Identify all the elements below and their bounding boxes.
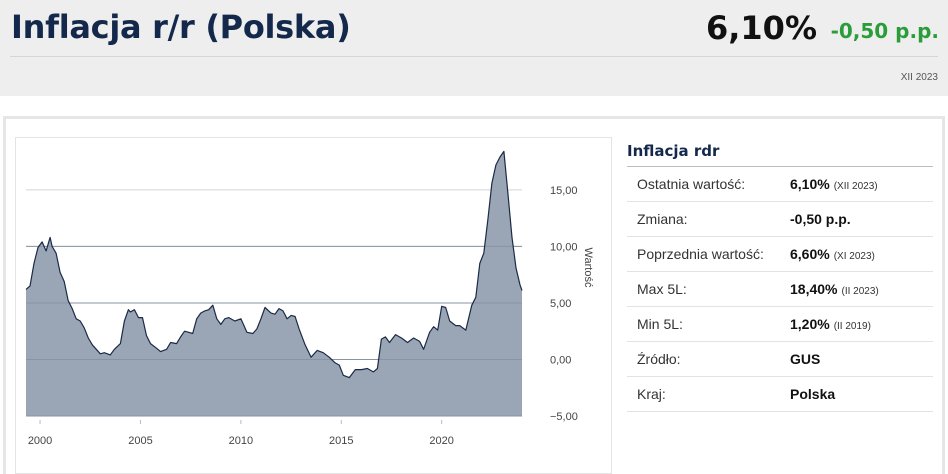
info-row-value: -0,50 p.p.: [790, 211, 855, 227]
y-tick-label: −5,00: [550, 411, 578, 423]
x-tick-label: 2010: [229, 435, 253, 447]
page-title: Inflacja r/r (Polska): [11, 8, 351, 46]
info-row: Poprzednia wartość: 6,60% (XI 2023): [627, 237, 933, 272]
info-row-value-text: 6,60%: [790, 246, 830, 262]
info-row-value-text: Polska: [790, 386, 836, 402]
y-tick-label: 15,00: [550, 185, 578, 197]
header-divider: [10, 56, 938, 57]
info-row-label: Max 5L:: [637, 281, 687, 297]
info-row-value-text: 18,40%: [790, 281, 838, 297]
value-date: XII 2023: [900, 72, 938, 83]
info-row-label: Ostatnia wartość:: [637, 176, 746, 192]
info-row-label: Poprzednia wartość:: [637, 246, 764, 262]
info-row-value: Polska: [790, 386, 839, 402]
info-row-label: Min 5L:: [637, 316, 683, 332]
info-rows: Ostatnia wartość: 6,10% (XII 2023) Zmiana: -…: [627, 167, 933, 412]
info-row-value: 18,40% (II 2023): [790, 281, 879, 297]
current-value: 6,10%: [705, 9, 817, 47]
info-row: Min 5L: 1,20% (II 2019): [627, 307, 933, 342]
info-row-value-text: 6,10%: [790, 176, 830, 192]
info-row: Źródło: GUS: [627, 342, 933, 377]
info-row: Max 5L: 18,40% (II 2023): [627, 272, 933, 307]
chart-frame: [15, 137, 612, 474]
info-row-label: Kraj:: [637, 386, 666, 402]
series-area: [26, 151, 522, 416]
y-tick-label: 10,00: [550, 241, 578, 253]
info-row-value-text: GUS: [790, 351, 821, 367]
info-row: Kraj: Polska: [627, 377, 933, 412]
x-tick-label: 2015: [329, 435, 353, 447]
info-row-date: (II 2023): [841, 286, 879, 297]
info-row-value: 6,60% (XI 2023): [790, 246, 875, 262]
info-row: Zmiana: -0,50 p.p.: [627, 202, 933, 237]
change-value: -0,50 p.p.: [830, 19, 939, 43]
info-title: Inflacja rdr: [627, 138, 933, 167]
info-row-label: Źródło:: [637, 351, 681, 367]
info-row-date: (II 2019): [833, 321, 871, 332]
series-line: [25, 150, 523, 379]
info-table: Inflacja rdr Ostatnia wartość: 6,10% (XII …: [627, 138, 933, 412]
info-row: Ostatnia wartość: 6,10% (XII 2023): [627, 167, 933, 202]
info-row-value: 1,20% (II 2019): [790, 316, 871, 332]
info-row-date: (XI 2023): [833, 251, 875, 262]
header: Inflacja r/r (Polska) 6,10% -0,50 p.p. X…: [0, 0, 948, 96]
chart-svg: 15,00 10,00 5,00 0,00 −5,00 Wartość 2000 2005 20…: [15, 137, 612, 474]
info-row-value: GUS: [790, 351, 824, 367]
inflation-chart: 15,00 10,00 5,00 0,00 −5,00 Wartość 2000 2005 20…: [15, 137, 612, 474]
info-row-value-text: 1,20%: [790, 316, 830, 332]
y-tick-label: 5,00: [550, 298, 571, 310]
x-tick-label: 2005: [128, 435, 152, 447]
y-tick-label: 0,00: [550, 354, 571, 366]
x-tick-label: 2000: [28, 435, 52, 447]
x-tick-label: 2020: [429, 435, 453, 447]
info-row-value-text: -0,50 p.p.: [790, 211, 851, 227]
info-row-label: Zmiana:: [637, 211, 688, 227]
y-axis-label: Wartość: [582, 248, 594, 288]
info-row-date: (XII 2023): [833, 181, 878, 192]
info-row-value: 6,10% (XII 2023): [790, 176, 878, 192]
